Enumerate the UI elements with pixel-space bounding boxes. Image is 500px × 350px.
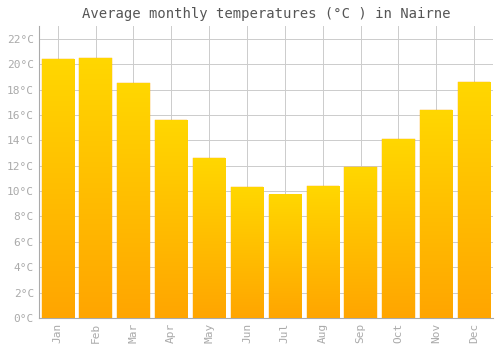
Bar xyxy=(231,187,263,318)
Title: Average monthly temperatures (°C ) in Nairne: Average monthly temperatures (°C ) in Na… xyxy=(82,7,450,21)
Bar xyxy=(193,158,225,318)
Bar xyxy=(306,186,339,318)
Bar xyxy=(382,139,414,318)
Bar xyxy=(344,167,376,318)
Bar xyxy=(118,83,150,318)
Bar xyxy=(155,120,188,318)
Bar xyxy=(458,82,490,318)
Bar xyxy=(80,58,112,318)
Bar xyxy=(420,110,452,318)
Bar xyxy=(42,59,74,318)
Bar xyxy=(269,195,301,318)
